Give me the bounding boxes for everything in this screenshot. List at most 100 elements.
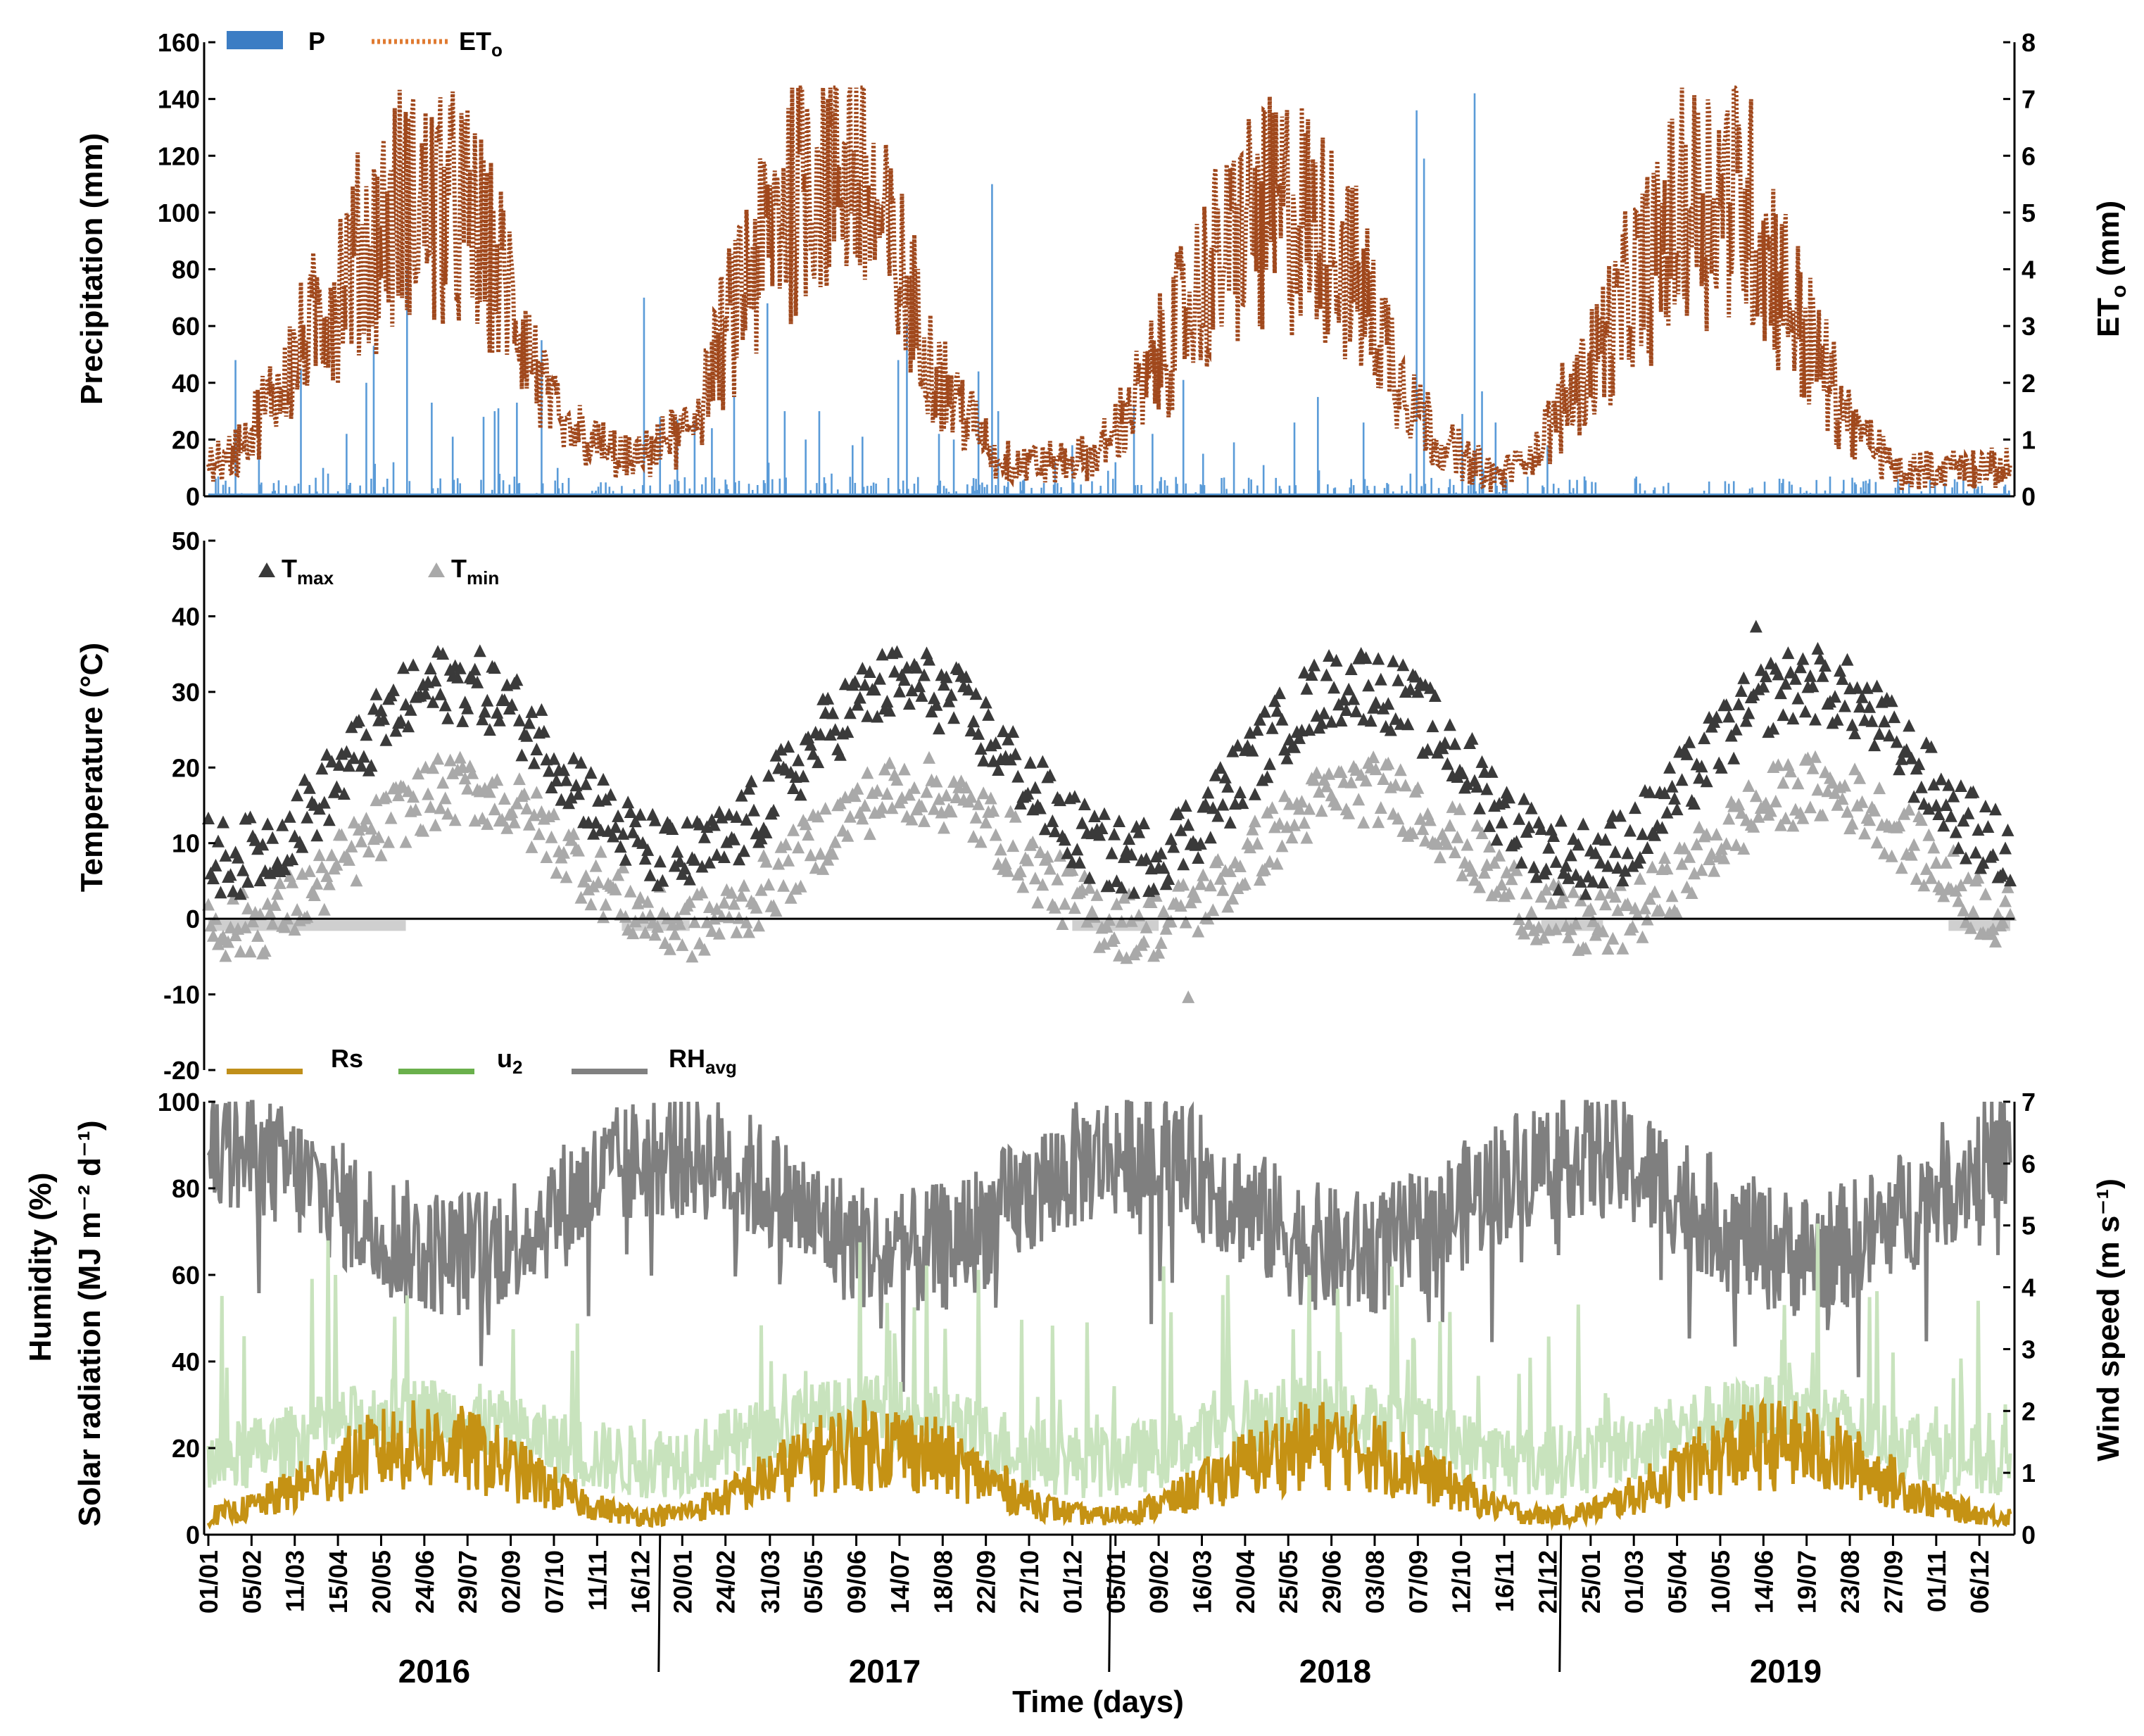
tmin-marker bbox=[1836, 792, 1849, 805]
humidity-y-axis-label: Humidity (%) bbox=[23, 1173, 58, 1362]
tmin-marker bbox=[1665, 889, 1679, 902]
tmin-marker bbox=[204, 919, 217, 932]
tmax-marker bbox=[1700, 774, 1713, 788]
precip-bar bbox=[1182, 379, 1185, 496]
tmax-marker bbox=[710, 848, 724, 861]
tmax-marker bbox=[962, 682, 976, 696]
tmin-marker bbox=[227, 891, 240, 905]
tmin-marker bbox=[1952, 894, 1965, 907]
tmax-marker bbox=[315, 762, 329, 775]
tmin-marker bbox=[1893, 819, 1906, 832]
tmin-marker bbox=[1873, 781, 1886, 795]
tmax-marker bbox=[1688, 797, 1701, 810]
tmin-marker bbox=[897, 762, 911, 776]
tmin-marker bbox=[938, 821, 950, 834]
temperature-y-tick-label: -10 bbox=[163, 981, 200, 1009]
tmin-marker bbox=[1520, 886, 1533, 900]
precip-bar bbox=[1003, 485, 1006, 496]
precip-bar bbox=[1473, 93, 1476, 496]
tmax-marker bbox=[1644, 785, 1656, 798]
tmax-marker bbox=[1344, 662, 1358, 675]
precip-bar bbox=[713, 477, 716, 496]
tmin-marker bbox=[1330, 798, 1343, 811]
tmax-marker bbox=[1972, 823, 1985, 836]
tmax-marker bbox=[1411, 685, 1425, 698]
tmin-marker bbox=[954, 774, 968, 788]
tmin-marker bbox=[1443, 819, 1456, 832]
tmin-marker bbox=[930, 774, 943, 788]
tmax-marker bbox=[1722, 710, 1736, 723]
tmin-marker bbox=[1811, 783, 1824, 796]
tmin-marker bbox=[1495, 878, 1508, 891]
tmin-marker bbox=[303, 864, 316, 877]
tmin-marker bbox=[1653, 903, 1666, 917]
precip-bar bbox=[862, 486, 865, 496]
tmin-marker bbox=[1177, 878, 1190, 891]
tmin-marker bbox=[1233, 860, 1247, 872]
tmax-marker bbox=[569, 779, 583, 792]
humidity-y-tick-label: 80 bbox=[172, 1174, 200, 1203]
precip-bar bbox=[1634, 478, 1637, 496]
humidity-y-ticks: 0 20 40 60 80 100 bbox=[158, 1088, 215, 1549]
tmin-marker bbox=[902, 788, 916, 801]
tmax-marker bbox=[367, 702, 380, 715]
precip-bar bbox=[621, 486, 623, 496]
tmax-marker bbox=[1174, 823, 1187, 836]
tmax-marker bbox=[1048, 824, 1061, 838]
tmax-marker bbox=[1527, 860, 1541, 874]
tmax-marker bbox=[861, 709, 874, 722]
precip-bar bbox=[1447, 487, 1450, 496]
tmin-marker bbox=[1601, 942, 1615, 955]
humidity-legend: Rs u2 RHavg bbox=[227, 1044, 737, 1078]
tmin-marker bbox=[1954, 879, 1967, 892]
tmin-marker bbox=[1270, 857, 1284, 870]
tmax-marker bbox=[1996, 867, 2010, 880]
precip-bar bbox=[1763, 482, 1766, 496]
precip-bar bbox=[1023, 479, 1026, 496]
tmin-marker bbox=[550, 866, 563, 879]
precip-bar bbox=[1040, 487, 1042, 496]
tmax-marker bbox=[782, 740, 795, 753]
legend-tmin-label: Tmin bbox=[451, 554, 499, 589]
tmin-marker bbox=[1870, 836, 1884, 849]
tmax-marker bbox=[537, 724, 550, 738]
tmin-marker bbox=[1431, 837, 1444, 850]
precip-bar bbox=[1853, 482, 1856, 496]
tmax-marker bbox=[693, 817, 706, 831]
precip-bar bbox=[1030, 488, 1033, 496]
tmax-marker bbox=[959, 670, 973, 684]
precip-bar bbox=[966, 484, 969, 496]
tmin-marker bbox=[572, 843, 585, 857]
precip-bar bbox=[493, 411, 496, 496]
tmax-marker bbox=[1660, 805, 1674, 819]
tmin-marker bbox=[1791, 776, 1805, 790]
tmin-marker bbox=[1007, 839, 1020, 853]
tmin-marker bbox=[871, 784, 884, 797]
tmin-marker bbox=[498, 792, 511, 805]
tmin-marker bbox=[1915, 813, 1928, 826]
tmax-marker bbox=[619, 853, 632, 866]
tmin-marker bbox=[441, 807, 455, 820]
tmax-marker bbox=[1216, 798, 1230, 811]
year-label: 2018 bbox=[1299, 1653, 1371, 1690]
tmax-marker bbox=[1574, 874, 1587, 888]
precip-bar bbox=[1635, 476, 1638, 496]
precip-bar bbox=[1452, 484, 1455, 496]
tmin-marker bbox=[365, 822, 378, 835]
tmin-marker bbox=[1722, 812, 1736, 825]
tmax-marker bbox=[678, 862, 691, 875]
tmax-marker bbox=[1088, 810, 1101, 822]
tmax-marker bbox=[515, 748, 529, 762]
tmax-marker bbox=[1404, 682, 1417, 696]
tmin-marker bbox=[1596, 924, 1610, 938]
tmax-marker bbox=[702, 855, 716, 869]
tmax-marker bbox=[488, 661, 501, 674]
tmin-marker bbox=[1534, 890, 1548, 903]
humidity-y-tick-label: 100 bbox=[158, 1088, 200, 1117]
tmax-marker bbox=[856, 662, 869, 675]
tmax-marker bbox=[1293, 731, 1306, 744]
tmax-marker bbox=[355, 759, 368, 772]
tmin-marker bbox=[735, 888, 748, 902]
tmax-marker bbox=[286, 853, 299, 865]
tmax-marker bbox=[1043, 768, 1057, 781]
